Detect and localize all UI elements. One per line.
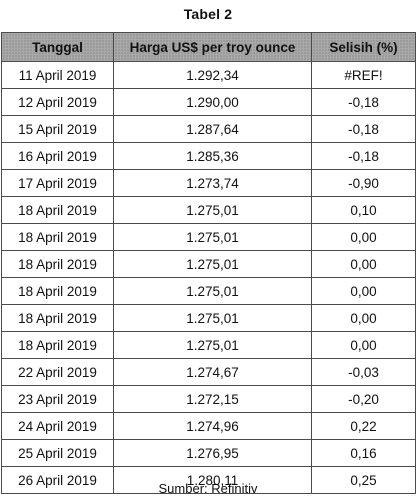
- cell-harga: 1.292,34: [113, 61, 312, 89]
- cell-harga: 1.275,01: [113, 304, 312, 332]
- cell-selisih: 0,00: [311, 250, 416, 278]
- cell-harga: 1.287,64: [113, 115, 312, 143]
- cell-harga: 1.273,74: [113, 169, 312, 197]
- gold-price-table: Tanggal Harga US$ per troy ounce Selisih…: [1, 32, 416, 494]
- cell-tanggal: 18 April 2019: [1, 277, 114, 305]
- cell-harga: 1.285,36: [113, 142, 312, 170]
- header-tanggal: Tanggal: [1, 32, 114, 62]
- source-note: Sumber: Refinitiv: [158, 481, 258, 496]
- cell-tanggal: 23 April 2019: [1, 385, 114, 413]
- cell-harga: 1.275,01: [113, 250, 312, 278]
- cell-tanggal: 22 April 2019: [1, 358, 114, 386]
- table-row: 23 April 2019 1.272,15 -0,20: [1, 385, 416, 413]
- cell-tanggal: 18 April 2019: [1, 304, 114, 332]
- cell-selisih: 0,16: [311, 439, 416, 467]
- cell-harga: 1.275,01: [113, 223, 312, 251]
- table-row: 18 April 2019 1.275,01 0,10: [1, 196, 416, 224]
- cell-harga: 1.290,00: [113, 88, 312, 116]
- cell-selisih: -0,90: [311, 169, 416, 197]
- cell-selisih: -0,18: [311, 88, 416, 116]
- cell-selisih: -0,20: [311, 385, 416, 413]
- cell-tanggal: 18 April 2019: [1, 196, 114, 224]
- cell-selisih: #REF!: [311, 61, 416, 89]
- table-row: 17 April 2019 1.273,74 -0,90: [1, 169, 416, 197]
- cell-tanggal: 24 April 2019: [1, 412, 114, 440]
- cell-tanggal: 26 April 2019: [1, 466, 114, 494]
- cell-harga: 1.274,96: [113, 412, 312, 440]
- cell-harga: 1.276,95: [113, 439, 312, 467]
- table-row: 16 April 2019 1.285,36 -0,18: [1, 142, 416, 170]
- header-row: Tanggal Harga US$ per troy ounce Selisih…: [1, 32, 416, 62]
- cell-harga: 1.272,15: [113, 385, 312, 413]
- cell-harga: 1.274,67: [113, 358, 312, 386]
- table-header: Tanggal Harga US$ per troy ounce Selisih…: [1, 32, 416, 62]
- cell-harga: 1.280,11: [113, 466, 312, 494]
- cell-selisih: 0,22: [311, 412, 416, 440]
- table-row: 18 April 2019 1.275,01 0,00: [1, 250, 416, 278]
- table-row: 25 April 2019 1.276,95 0,16: [1, 439, 416, 467]
- table-row: 18 April 2019 1.275,01 0,00: [1, 304, 416, 332]
- cell-tanggal: 16 April 2019: [1, 142, 114, 170]
- table-row: 24 April 2019 1.274,96 0,22: [1, 412, 416, 440]
- table-title: Tabel 2: [183, 6, 233, 22]
- cell-tanggal: 18 April 2019: [1, 250, 114, 278]
- table-body: 11 April 2019 1.292,34 #REF! 12 April 2019 1…: [1, 61, 416, 494]
- header-selisih: Selisih (%): [311, 32, 416, 62]
- table-row: 11 April 2019 1.292,34 #REF!: [1, 61, 416, 89]
- cell-tanggal: 25 April 2019: [1, 439, 114, 467]
- cell-selisih: 0,25: [311, 466, 416, 494]
- cell-harga: 1.275,01: [113, 277, 312, 305]
- cell-selisih: 0,00: [311, 304, 416, 332]
- cell-tanggal: 11 April 2019: [1, 61, 114, 89]
- table-row: 18 April 2019 1.275,01 0,00: [1, 277, 416, 305]
- cell-selisih: 0,00: [311, 331, 416, 359]
- table-row: 22 April 2019 1.274,67 -0,03: [1, 358, 416, 386]
- cell-selisih: -0,03: [311, 358, 416, 386]
- table-row: 12 April 2019 1.290,00 -0,18: [1, 88, 416, 116]
- cell-harga: 1.275,01: [113, 331, 312, 359]
- cell-selisih: -0,18: [311, 142, 416, 170]
- cell-selisih: -0,18: [311, 115, 416, 143]
- cell-tanggal: 18 April 2019: [1, 331, 114, 359]
- cell-harga: 1.275,01: [113, 196, 312, 224]
- table-row: 18 April 2019 1.275,01 0,00: [1, 223, 416, 251]
- table-row: 26 April 2019 1.280,11 0,25: [1, 466, 416, 494]
- cell-selisih: 0,00: [311, 277, 416, 305]
- cell-tanggal: 15 April 2019: [1, 115, 114, 143]
- cell-tanggal: 17 April 2019: [1, 169, 114, 197]
- table-row: 18 April 2019 1.275,01 0,00: [1, 331, 416, 359]
- header-harga: Harga US$ per troy ounce: [113, 32, 312, 62]
- table-row: 15 April 2019 1.287,64 -0,18: [1, 115, 416, 143]
- cell-tanggal: 18 April 2019: [1, 223, 114, 251]
- cell-selisih: 0,10: [311, 196, 416, 224]
- cell-tanggal: 12 April 2019: [1, 88, 114, 116]
- cell-selisih: 0,00: [311, 223, 416, 251]
